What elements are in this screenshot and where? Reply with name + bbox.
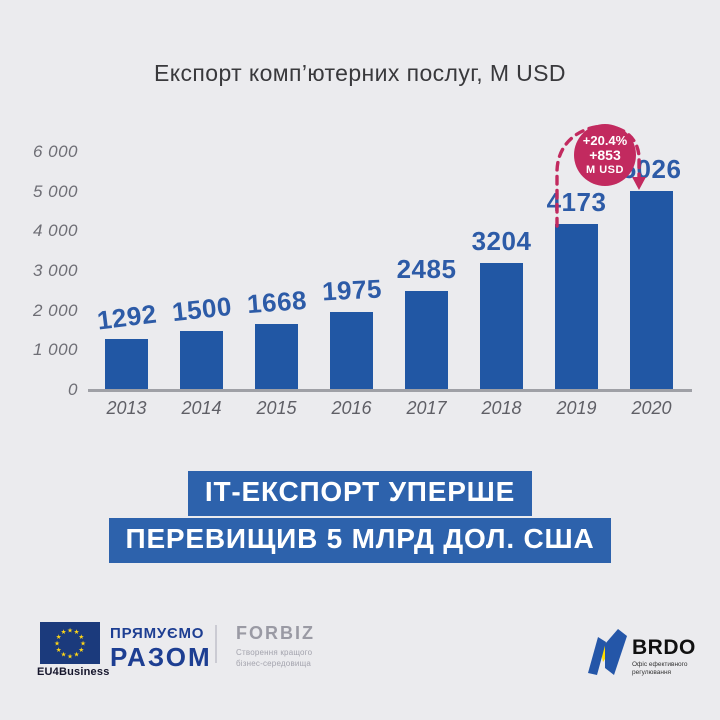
brdo-subtitle: Офіс ефективного регулювання (632, 661, 696, 678)
svg-text:★: ★ (78, 646, 84, 654)
growth-absolute: +853 (589, 147, 621, 164)
bar-2016 (330, 311, 373, 390)
x-tick-label: 2014 (181, 398, 222, 418)
footer-divider (215, 625, 217, 663)
eu-flag: ★ ★★ ★★★ ★★★ ★★★ (40, 622, 100, 664)
brdo-subtitle-line-1: Офіс ефективного (632, 661, 688, 668)
brdo-name: BRDO (632, 636, 696, 659)
x-tick-label: 2019 (556, 398, 597, 418)
tagline-line-2: РАЗОМ (110, 642, 212, 672)
svg-text:★: ★ (61, 651, 67, 659)
eu4business-label: EU4Business (37, 666, 110, 678)
bar-value-label: 2485 (396, 254, 457, 285)
forbiz-logo: FORBIZ Створення кращого бізнес-середови… (236, 624, 315, 670)
bar-value-label: 3204 (471, 225, 532, 256)
forbiz-subtitle-line-1: Створення кращого (236, 648, 313, 657)
forbiz-name: FORBIZ (236, 623, 315, 643)
chart-title: Експорт комп’ютерних послуг, М USD (154, 60, 566, 86)
svg-text:★: ★ (74, 651, 80, 659)
svg-text:★: ★ (56, 646, 62, 654)
y-tick-label: 0 (68, 380, 78, 399)
growth-percent: +20.4% (582, 132, 628, 148)
growth-unit: M USD (586, 163, 624, 176)
bar-2019 (555, 224, 598, 390)
x-tick-label: 2017 (406, 398, 447, 418)
y-tick-label: 4 000 (32, 221, 78, 241)
brdo-logo: BRDO Офіс ефективного регулювання (585, 628, 696, 678)
bar-2020 (630, 190, 673, 390)
bar-value-label: 4173 (546, 187, 607, 218)
headline-line-2: ПЕРЕВИЩИВ 5 МЛРД ДОЛ. США (108, 518, 612, 563)
eu4business-tagline: ПРЯМУЄМО РАЗОМ (110, 626, 212, 670)
y-tick-label: 6 000 (32, 142, 78, 161)
bar-2017 (405, 291, 448, 390)
svg-text:★: ★ (78, 633, 84, 641)
x-tick-label: 2018 (481, 398, 522, 418)
y-tick-label: 1 000 (32, 340, 78, 360)
bar-2015 (255, 323, 298, 390)
headline-line-1: ІТ-ЕКСПОРТ УПЕРШЕ (187, 471, 533, 516)
brdo-subtitle-line-2: регулювання (632, 669, 672, 677)
forbiz-subtitle-line-2: бізнес-середовища (236, 658, 311, 668)
bar-2014 (180, 330, 223, 390)
svg-text:★: ★ (61, 628, 67, 636)
svg-text:★: ★ (80, 639, 86, 647)
svg-text:★: ★ (67, 652, 73, 660)
svg-text:★: ★ (54, 639, 60, 647)
x-tick-label: 2013 (106, 398, 147, 418)
x-axis-line (88, 389, 692, 392)
svg-text:★: ★ (74, 628, 80, 636)
bar-2013 (105, 338, 148, 390)
tagline-line-1: ПРЯМУЄМО (110, 625, 205, 642)
x-tick-label: 2015 (256, 398, 297, 418)
brdo-mark-icon (588, 629, 627, 675)
growth-badge: +20.4% +853 M USD (574, 124, 636, 186)
headline-banner: ІТ-ЕКСПОРТ УПЕРШЕ ПЕРЕВИЩИВ 5 МЛРД ДОЛ. … (0, 471, 720, 565)
svg-text:★: ★ (56, 633, 62, 641)
x-tick-label: 2020 (631, 398, 672, 418)
y-tick-label: 3 000 (32, 261, 78, 280)
bar-2018 (480, 262, 523, 390)
forbiz-subtitle: Створення кращого бізнес-середовища (236, 648, 315, 670)
y-tick-label: 5 000 (32, 181, 78, 201)
x-tick-label: 2016 (331, 398, 372, 418)
svg-text:★: ★ (67, 626, 73, 634)
y-tick-label: 2 000 (32, 300, 78, 320)
